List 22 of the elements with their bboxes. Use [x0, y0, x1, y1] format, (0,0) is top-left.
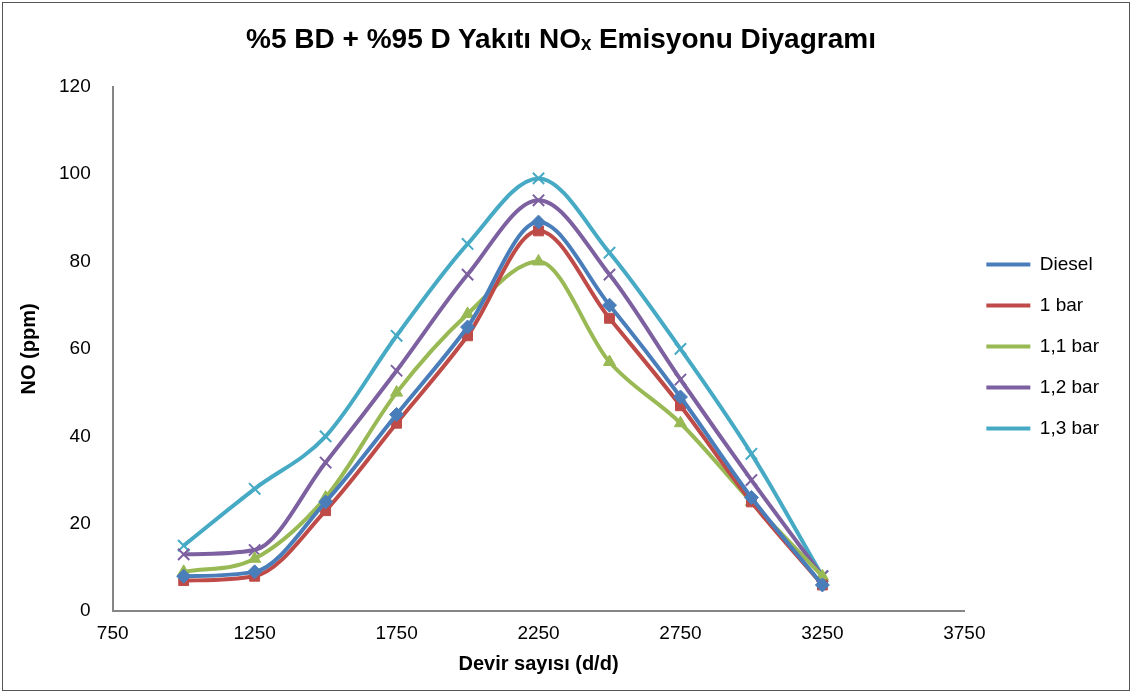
x-tick-label: 1750: [375, 621, 418, 643]
legend-label: 1,1 bar: [1039, 334, 1100, 356]
y-tick-label: 0: [80, 599, 91, 621]
legend-label: 1,2 bar: [1039, 375, 1100, 397]
x-tick-label: 3750: [943, 621, 986, 643]
x-tick-label: 2250: [517, 621, 560, 643]
y-tick-label: 60: [69, 337, 91, 359]
x-tick-label: 750: [96, 621, 129, 643]
legend-label: 1 bar: [1039, 293, 1084, 315]
y-axis-title: NO (ppm): [16, 303, 39, 395]
y-tick-label: 80: [69, 249, 91, 271]
y-tick-label: 40: [69, 424, 91, 446]
legend-label: 1,3 bar: [1039, 416, 1100, 438]
legend-label: Diesel: [1039, 252, 1093, 274]
chart-title: %5 BD + %95 D Yakıtı NOₓ Emisyonu Diyagramı: [246, 22, 876, 54]
x-tick-label: 2750: [659, 621, 702, 643]
y-tick-label: 120: [59, 74, 91, 96]
y-tick-label: 100: [59, 162, 91, 184]
x-axis-title: Devir sayısı (d/d): [458, 651, 619, 674]
x-tick-label: 1250: [233, 621, 276, 643]
y-tick-label: 20: [69, 512, 91, 533]
x-tick-label: 3250: [801, 621, 844, 643]
